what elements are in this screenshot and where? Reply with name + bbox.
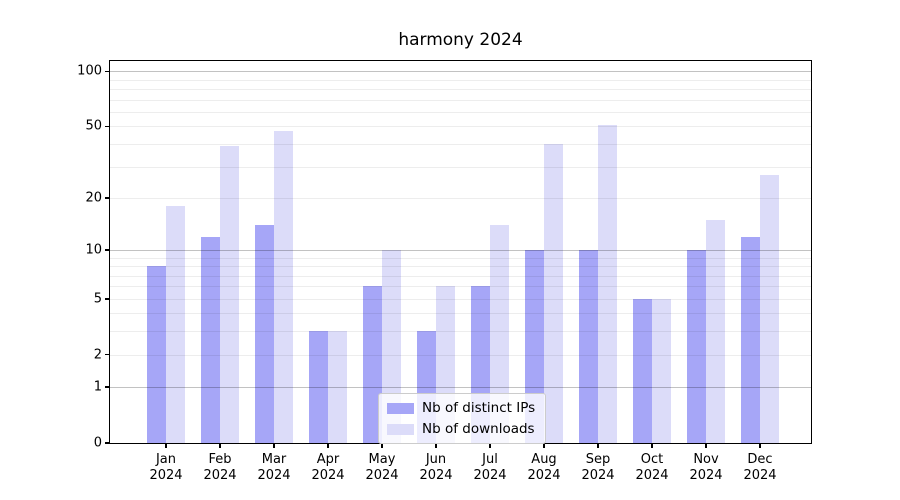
y-tick — [105, 249, 110, 251]
bar-distinct-ips-jan — [147, 266, 166, 443]
y-tick-label: 1 — [93, 379, 102, 395]
bar-downloads-sep — [598, 124, 617, 443]
x-tick-label: Jul 2024 — [473, 452, 507, 483]
legend-label-downloads: Nb of downloads — [422, 421, 535, 437]
bar-downloads-apr — [328, 331, 347, 443]
legend: Nb of distinct IPs Nb of downloads — [378, 393, 547, 444]
bar-downloads-nov — [706, 219, 725, 443]
x-tick — [543, 443, 545, 448]
x-tick — [705, 443, 707, 448]
minor-gridline — [110, 331, 811, 333]
bar-downloads-jan — [166, 205, 185, 443]
x-tick — [597, 443, 599, 448]
minor-gridline — [110, 166, 811, 168]
bar-distinct-ips-dec — [741, 236, 760, 443]
minor-gridline — [110, 89, 811, 91]
x-tick-label: Apr 2024 — [311, 452, 345, 483]
x-tick-label: Sep 2024 — [581, 452, 615, 483]
minor-gridline — [110, 354, 811, 356]
bar-downloads-feb — [220, 146, 239, 443]
x-tick-label: Dec 2024 — [743, 452, 777, 483]
y-tick — [105, 386, 110, 388]
plot-area: 100 50 20 10 5 2 1 0 Jan 2024 Feb 2024 Mar 2024 Apr… — [77, 60, 812, 483]
x-tick — [327, 443, 329, 448]
minor-gridline — [110, 99, 811, 101]
bar-distinct-ips-feb — [201, 236, 220, 443]
minor-gridline — [110, 197, 811, 199]
bar-distinct-ips-sep — [579, 249, 598, 443]
chart-title: harmony 2024 — [398, 30, 523, 50]
x-tick-label: May 2024 — [365, 452, 399, 483]
major-gridline — [110, 249, 811, 251]
bar-distinct-ips-oct — [633, 298, 652, 443]
y-tick — [105, 197, 110, 199]
x-tick-label: Feb 2024 — [203, 452, 237, 483]
y-tick — [105, 70, 110, 73]
y-tick-label: 20 — [85, 190, 102, 206]
minor-gridline — [110, 275, 811, 277]
y-tick — [105, 125, 110, 128]
bar-distinct-ips-apr — [309, 331, 328, 443]
x-tick — [651, 443, 653, 448]
bar-distinct-ips-nov — [687, 249, 706, 443]
x-tick — [273, 443, 275, 448]
grid-layer — [110, 61, 811, 443]
bar-downloads-oct — [652, 298, 671, 443]
legend-swatch-distinct-ips — [387, 402, 414, 414]
legend-swatch-downloads — [387, 423, 414, 435]
minor-gridline — [110, 313, 811, 315]
y-tick — [105, 442, 110, 444]
minor-gridline — [110, 126, 811, 128]
x-tick-label: Aug 2024 — [527, 452, 561, 483]
x-tick — [219, 443, 221, 448]
minor-gridline — [110, 144, 811, 146]
y-tick-label: 2 — [93, 347, 102, 363]
y-tick — [105, 297, 110, 300]
minor-gridline — [110, 79, 811, 81]
legend-entry-distinct-ips: Nb of distinct IPs — [387, 400, 535, 416]
y-tick-label: 5 — [93, 291, 102, 307]
bar-distinct-ips-mar — [255, 224, 274, 443]
bar-distinct-ips-may — [363, 286, 382, 443]
legend-entry-downloads: Nb of downloads — [387, 421, 535, 437]
x-tick — [489, 443, 491, 448]
bar-downloads-dec — [760, 174, 779, 443]
y-tick-label: 100 — [77, 63, 102, 79]
bar-downloads-jul — [490, 224, 509, 443]
y-tick-label: 10 — [85, 242, 102, 258]
legend-label-distinct-ips: Nb of distinct IPs — [422, 400, 536, 416]
x-tick — [165, 443, 167, 448]
x-tick-label: Mar 2024 — [257, 452, 291, 483]
minor-gridline — [110, 266, 811, 268]
x-tick-label: Nov 2024 — [689, 452, 723, 483]
bar-downloads-mar — [274, 131, 293, 443]
minor-gridline — [110, 286, 811, 288]
y-tick-label: 0 — [93, 435, 102, 451]
bar-downloads-aug — [544, 144, 563, 443]
x-tick-label: Jan 2024 — [149, 452, 183, 483]
x-tick-label: Jun 2024 — [419, 452, 453, 483]
x-tick — [435, 443, 437, 448]
y-tick — [105, 353, 110, 356]
x-tick — [759, 443, 761, 448]
y-tick-label: 50 — [85, 118, 102, 134]
minor-gridline — [110, 298, 811, 300]
minor-gridline — [110, 112, 811, 114]
major-gridline — [110, 71, 811, 73]
x-tick-label: Oct 2024 — [635, 452, 669, 483]
major-gridline — [110, 387, 811, 389]
x-tick — [381, 443, 383, 448]
minor-gridline — [110, 257, 811, 259]
